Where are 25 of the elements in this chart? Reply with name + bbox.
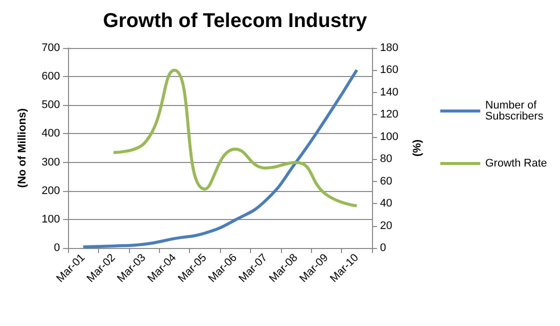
y-tick-label: 500 xyxy=(42,99,60,112)
y2-tick-label: 180 xyxy=(380,42,398,54)
y2-tick-label: 120 xyxy=(380,108,398,121)
y2-tick-label: 20 xyxy=(380,220,392,232)
legend-label: Number of Subscribers xyxy=(485,100,544,122)
y-axis-title: (No of Millions) xyxy=(16,108,28,188)
y-tick-label: 100 xyxy=(42,213,60,226)
y2-tick-label: 60 xyxy=(380,175,392,188)
legend-label: Growth Rate xyxy=(485,158,548,170)
y2-tick-label: 0 xyxy=(380,242,386,254)
y-tick-label: 600 xyxy=(42,70,60,83)
line-series xyxy=(82,68,358,248)
y-tick-label: 200 xyxy=(42,184,60,197)
y-tick-label: 700 xyxy=(42,42,60,54)
y2-tick-label: 100 xyxy=(380,130,398,143)
y2-tick-label: 80 xyxy=(380,153,392,166)
y-tick-label: 300 xyxy=(42,156,60,168)
y2-tick-label: 140 xyxy=(380,86,398,98)
chart-title: Growth of Telecom Industry xyxy=(102,10,368,32)
y2-tick-label: 160 xyxy=(380,64,398,76)
y2-tick-label: 40 xyxy=(380,198,392,210)
line-series xyxy=(112,68,358,208)
y-tick-label: 400 xyxy=(42,128,60,140)
y-tick-label: 0 xyxy=(54,242,60,254)
y2-axis-title: (%) xyxy=(412,139,424,157)
